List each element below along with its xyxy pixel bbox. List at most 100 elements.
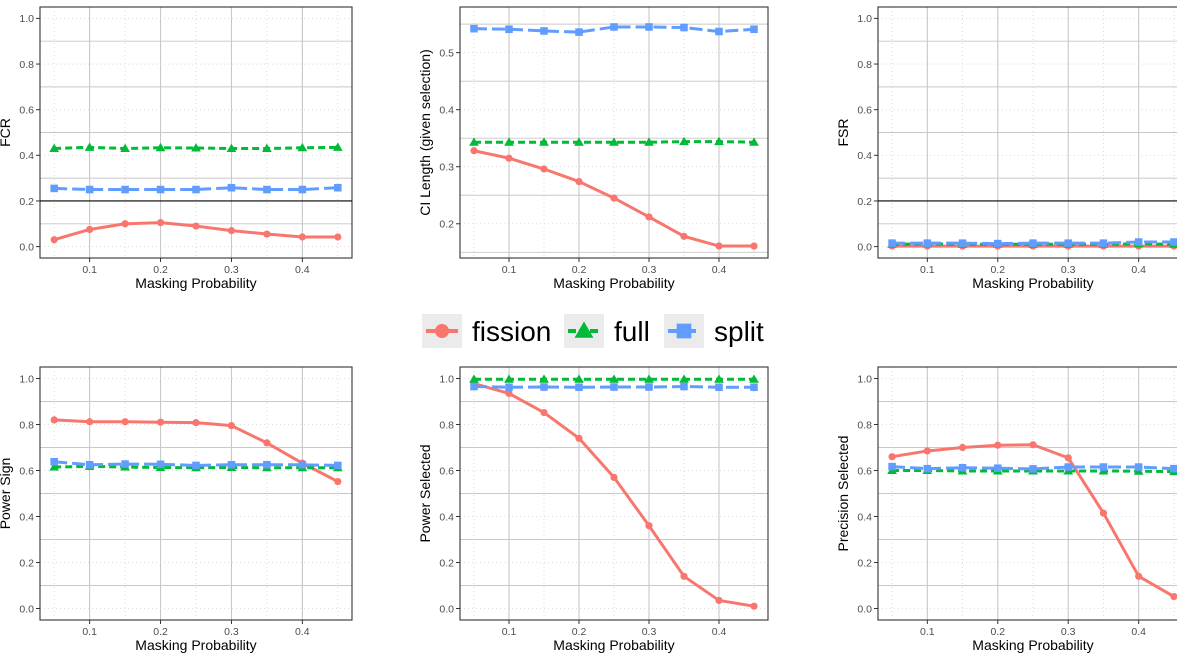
point-full: [504, 374, 514, 383]
point-split: [680, 382, 688, 391]
panel-3: 0.1 0.2 0.3 0.4 0.0 0.2 0.4 0.6 0.8 1.0 Masking Pr…: [835, 6, 1177, 291]
x-tick-label: 0.4: [712, 264, 727, 276]
series-group: [469, 374, 759, 610]
y-tick-label: 0.0: [19, 603, 34, 615]
y-tick-label: 0.6: [439, 465, 454, 477]
y-axis-title: FSR: [835, 119, 851, 147]
point-split: [156, 185, 165, 194]
y-tick-label: 0.5: [439, 47, 454, 59]
x-tick-label: 0.2: [990, 626, 1005, 638]
point-fission: [227, 227, 236, 235]
point-fission: [334, 477, 342, 486]
point-split: [1099, 463, 1108, 471]
point-split: [888, 462, 896, 471]
point-split: [50, 184, 58, 193]
y-tick-label: 0.8: [19, 419, 34, 431]
x-tick-label: 0.4: [712, 626, 727, 638]
point-full: [226, 143, 237, 152]
point-fission: [958, 443, 967, 452]
y-tick-label: 0.0: [439, 603, 454, 615]
point-full: [574, 137, 584, 146]
point-full: [539, 374, 549, 383]
point-split: [298, 460, 307, 469]
y-tick-label: 0.6: [19, 465, 34, 477]
x-tick-label: 0.3: [642, 264, 657, 276]
point-full: [49, 143, 60, 152]
point-full: [84, 142, 95, 151]
point-fission: [540, 408, 548, 417]
point-split: [1029, 239, 1037, 247]
point-split: [121, 460, 129, 468]
y-tick-label: 0.0: [19, 241, 34, 253]
point-split: [121, 185, 129, 194]
series-group: [887, 441, 1177, 601]
point-full: [749, 137, 759, 146]
y-tick-label: 1.0: [857, 373, 872, 385]
point-fission: [1170, 592, 1177, 601]
y-tick-label: 0.8: [857, 419, 872, 431]
point-split: [1170, 238, 1177, 246]
y-tick-label: 0.0: [857, 603, 872, 615]
point-split: [540, 383, 548, 391]
x-tick-label: 0.3: [224, 264, 239, 276]
x-tick-label: 0.3: [642, 626, 657, 638]
y-axis-title: CI Length (given selection): [417, 49, 433, 216]
y-axis-title: Power Selected: [417, 444, 433, 542]
point-split: [1064, 239, 1073, 247]
x-tick-label: 0.3: [1061, 264, 1076, 276]
point-full: [191, 143, 201, 152]
y-axis-title: Precision Selected: [835, 436, 851, 552]
x-tick-label: 0.2: [153, 264, 168, 276]
point-split: [575, 28, 583, 36]
point-full: [679, 136, 689, 146]
point-fission: [1064, 454, 1072, 462]
point-split: [1134, 238, 1143, 246]
series-group: [49, 142, 343, 244]
point-full: [574, 374, 584, 383]
point-fission: [540, 165, 548, 173]
point-fission: [994, 441, 1002, 449]
point-split: [888, 239, 896, 247]
point-split: [263, 460, 271, 469]
series-group: [887, 238, 1177, 250]
point-split: [750, 383, 758, 392]
point-fission: [263, 230, 271, 238]
y-tick-label: 0.4: [857, 511, 872, 523]
point-split: [645, 383, 653, 391]
point-fission: [645, 213, 653, 221]
x-tick-label: 0.1: [502, 264, 517, 276]
series-line-split: [473, 385, 754, 389]
point-fission: [192, 222, 200, 230]
y-tick-label: 0.2: [857, 196, 872, 208]
point-full: [679, 374, 689, 383]
x-tick-label: 0.4: [295, 626, 310, 638]
panel-1: 0.1 0.2 0.3 0.4 0.0 0.2 0.4 0.6 0.8 1.0 Masking Pr…: [0, 6, 353, 291]
y-tick-label: 0.6: [857, 465, 872, 477]
series-group: [469, 23, 759, 250]
y-axis-title: Power Sign: [0, 458, 13, 530]
point-full: [469, 374, 479, 383]
point-fission: [680, 232, 688, 240]
y-tick-label: 0.4: [857, 150, 872, 162]
x-axis-title: Masking Probability: [135, 275, 256, 291]
x-tick-label: 0.2: [572, 626, 587, 638]
y-tick-label: 0.6: [857, 104, 872, 116]
point-full: [332, 142, 343, 151]
series-line-fission: [54, 418, 339, 483]
x-tick-label: 0.1: [82, 626, 97, 638]
point-fission: [227, 422, 236, 430]
x-tick-label: 0.1: [920, 264, 935, 276]
point-split: [334, 183, 342, 192]
point-split: [575, 383, 583, 392]
series-line-fission: [473, 382, 755, 608]
point-fission: [750, 602, 758, 610]
point-fission: [263, 439, 271, 447]
legend-marker-fission: [435, 324, 449, 338]
point-split: [923, 464, 932, 473]
point-full: [609, 137, 619, 146]
series-line-full: [54, 145, 338, 150]
y-tick-label: 1.0: [857, 13, 872, 25]
point-fission: [888, 453, 896, 461]
y-tick-label: 1.0: [19, 13, 34, 25]
point-fission: [86, 418, 94, 426]
